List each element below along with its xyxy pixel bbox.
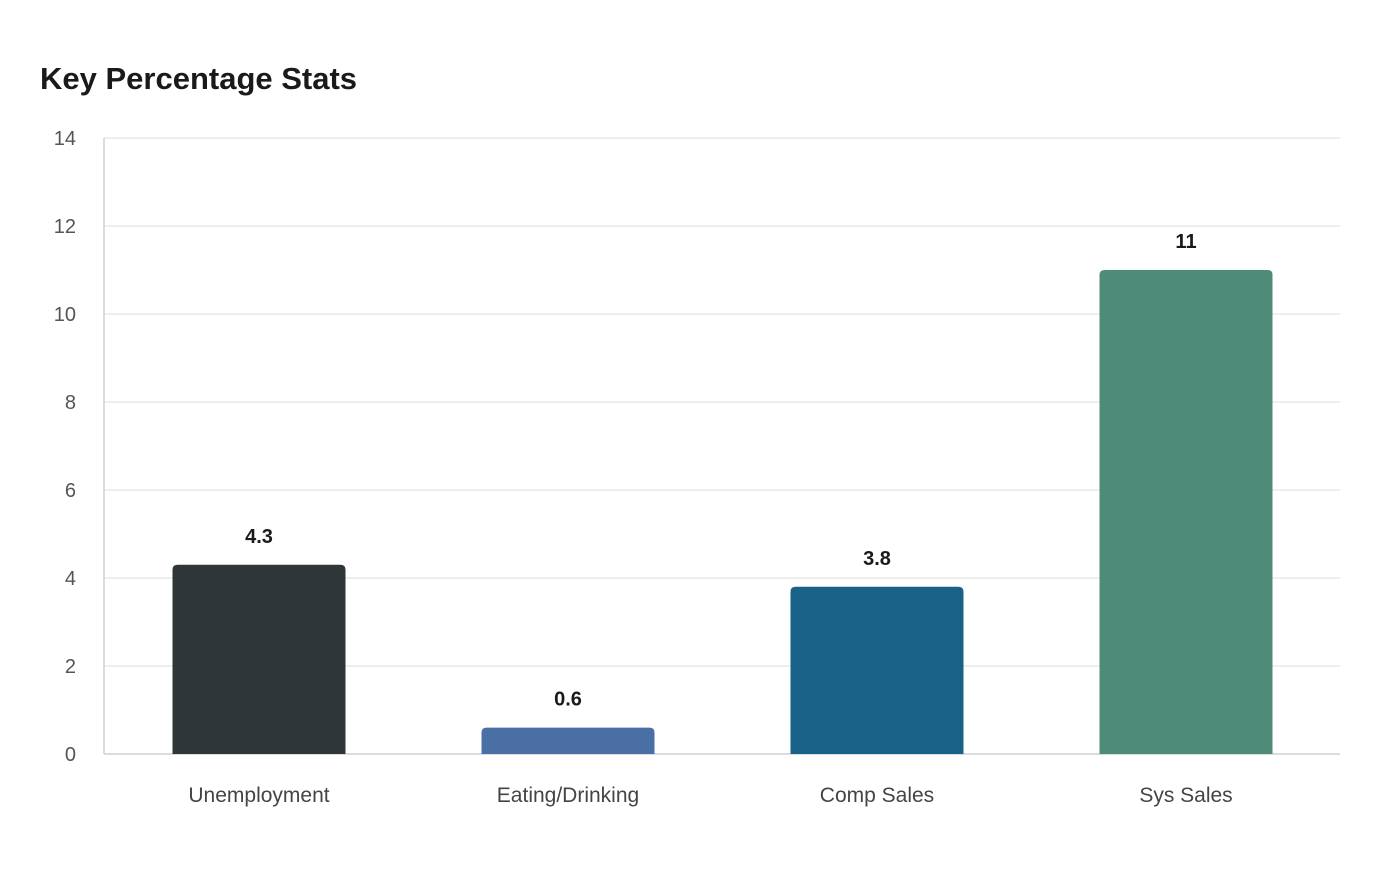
y-tick-label: 0 — [65, 744, 76, 766]
x-tick-label: Unemployment — [188, 784, 329, 807]
bar-sys-sales — [1099, 270, 1273, 754]
bar-eating-drinking — [481, 727, 655, 754]
y-tick-label: 12 — [54, 216, 76, 238]
data-label: 0.6 — [554, 689, 582, 711]
x-tick-label: Comp Sales — [820, 784, 934, 807]
y-tick-label: 10 — [54, 304, 76, 326]
data-label: 3.8 — [863, 548, 891, 570]
x-tick-labels: Unemployment Eating/Drinking Comp Sales Sys… — [188, 784, 1232, 807]
data-labels: 4.3 0.6 3.8 11 — [245, 231, 1196, 711]
bar-comp-sales — [790, 586, 964, 754]
data-label: 4.3 — [245, 526, 273, 548]
y-tick-label: 4 — [65, 568, 76, 590]
chart-title: Key Percentage Stats — [40, 61, 358, 96]
y-tick-label: 8 — [65, 392, 76, 414]
y-tick-label: 14 — [54, 128, 76, 150]
bar-unemployment — [172, 564, 346, 754]
y-tick-label: 6 — [65, 480, 76, 502]
data-label: 11 — [1175, 231, 1196, 253]
x-tick-label: Eating/Drinking — [497, 784, 639, 807]
y-tick-labels: 0 2 4 6 8 10 12 14 — [54, 128, 76, 766]
bars — [172, 270, 1273, 754]
y-tick-label: 2 — [65, 656, 76, 678]
x-tick-label: Sys Sales — [1139, 784, 1232, 807]
